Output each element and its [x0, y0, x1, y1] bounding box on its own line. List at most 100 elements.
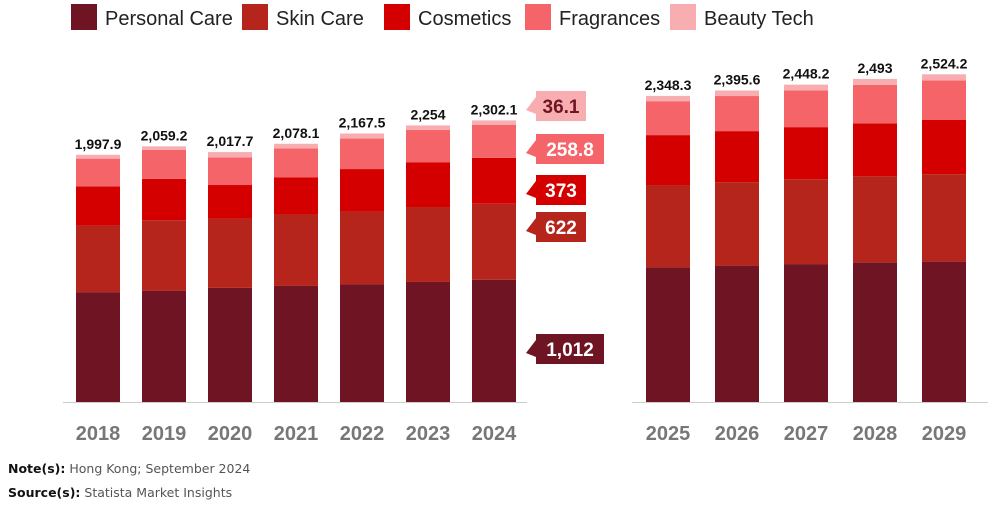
- legend-label-cosmetics: Cosmetics: [418, 8, 511, 30]
- bar-fragrances-2020: [208, 157, 252, 186]
- bar-personal-care-2029: [922, 261, 966, 402]
- note-text: Hong Kong; September 2024: [65, 461, 251, 476]
- bar-beauty-tech-2025: [646, 95, 690, 102]
- x-tick-2025: 2025: [646, 423, 691, 445]
- total-label-2028: 2,493: [857, 60, 892, 76]
- bar-cosmetics-2020: [208, 185, 252, 219]
- callout-box-personal-care: [526, 334, 604, 364]
- bar-cosmetics-2025: [646, 135, 690, 186]
- note: Note(s): Hong Kong; September 2024: [8, 461, 250, 476]
- x-tick-2028: 2028: [853, 423, 898, 445]
- bar-cosmetics-2019: [142, 178, 186, 221]
- bar-fragrances-2022: [340, 138, 384, 170]
- total-label-2023: 2,254: [410, 106, 445, 122]
- bar-personal-care-2021: [274, 285, 318, 402]
- legend-swatch-personal-care: [71, 4, 97, 30]
- bar-fragrances-2029: [922, 80, 966, 120]
- bar-fragrances-2021: [274, 148, 318, 178]
- total-label-2024: 2,302.1: [471, 101, 518, 117]
- callout-label-fragrances: 258.8: [546, 140, 594, 161]
- callout-label-beauty-tech: 36.1: [543, 97, 580, 118]
- bar-personal-care-2020: [208, 287, 252, 402]
- callout-box-fragrances: [526, 134, 604, 164]
- bar-beauty-tech-2018: [76, 154, 120, 159]
- bar-personal-care-2025: [646, 267, 690, 402]
- bar-cosmetics-2028: [853, 123, 897, 177]
- bar-personal-care-2022: [340, 284, 384, 402]
- callout-box-cosmetics: [526, 175, 586, 205]
- bar-beauty-tech-2022: [340, 133, 384, 139]
- bar-beauty-tech-2024: [472, 120, 516, 125]
- x-tick-2029: 2029: [922, 423, 967, 445]
- callout-label-personal-care: 1,012: [546, 340, 594, 361]
- bar-personal-care-2023: [406, 281, 450, 402]
- bar-fragrances-2023: [406, 130, 450, 163]
- bar-skin-care-2022: [340, 211, 384, 285]
- total-label-2019: 2,059.2: [141, 127, 188, 143]
- callout-box-skin-care: [526, 212, 586, 242]
- bar-personal-care-2018: [76, 292, 120, 402]
- bar-fragrances-2026: [715, 96, 759, 132]
- x-tick-2024: 2024: [472, 423, 517, 445]
- bar-personal-care-2019: [142, 290, 186, 402]
- bar-beauty-tech-2029: [922, 74, 966, 81]
- bar-fragrances-2019: [142, 149, 186, 179]
- total-label-2022: 2,167.5: [339, 115, 386, 131]
- bar-beauty-tech-2023: [406, 125, 450, 131]
- callout-label-skin-care: 622: [545, 218, 577, 239]
- x-tick-2019: 2019: [142, 423, 187, 445]
- source-label: Source(s):: [8, 485, 81, 500]
- bar-beauty-tech-2020: [208, 152, 252, 158]
- total-label-2027: 2,448.2: [783, 66, 830, 82]
- bar-beauty-tech-2028: [853, 78, 897, 85]
- bar-skin-care-2018: [76, 225, 120, 293]
- legend-swatch-beauty-tech: [670, 4, 696, 30]
- bar-cosmetics-2021: [274, 177, 318, 215]
- bar-beauty-tech-2026: [715, 90, 759, 97]
- bar-skin-care-2029: [922, 174, 966, 262]
- total-label-2026: 2,395.6: [714, 71, 761, 87]
- legend-swatch-skin-care: [242, 4, 268, 30]
- total-label-2018: 1,997.9: [75, 136, 122, 152]
- bar-cosmetics-2029: [922, 119, 966, 175]
- bar-beauty-tech-2027: [784, 84, 828, 91]
- bar-beauty-tech-2021: [274, 143, 318, 149]
- legend-label-fragrances: Fragrances: [559, 8, 660, 30]
- source-text: Statista Market Insights: [80, 485, 233, 500]
- bar-skin-care-2024: [472, 203, 516, 280]
- bar-skin-care-2023: [406, 207, 450, 282]
- bar-personal-care-2024: [472, 279, 516, 402]
- bar-cosmetics-2027: [784, 127, 828, 180]
- bar-personal-care-2027: [784, 264, 828, 402]
- legend-label-personal-care: Personal Care: [105, 8, 233, 30]
- bar-skin-care-2019: [142, 220, 186, 291]
- source: Source(s): Statista Market Insights: [8, 485, 232, 500]
- stacked-bar-chart: Personal Care Skin Care Cosmetics Fragrance…: [63, 4, 988, 445]
- x-tick-2020: 2020: [208, 423, 253, 445]
- bar-cosmetics-2022: [340, 169, 384, 212]
- callout-label-cosmetics: 373: [545, 181, 577, 202]
- bar-cosmetics-2023: [406, 162, 450, 208]
- total-label-2020: 2,017.7: [207, 133, 254, 149]
- bar-beauty-tech-2019: [142, 146, 186, 150]
- x-tick-2021: 2021: [274, 423, 319, 445]
- bar-skin-care-2021: [274, 214, 318, 286]
- bar-cosmetics-2018: [76, 186, 120, 226]
- bar-fragrances-2018: [76, 158, 120, 187]
- x-tick-2027: 2027: [784, 423, 829, 445]
- legend-label-skin-care: Skin Care: [276, 8, 364, 30]
- legend-swatch-cosmetics: [384, 4, 410, 30]
- legend-swatch-fragrances: [525, 4, 551, 30]
- bar-skin-care-2025: [646, 185, 690, 268]
- x-tick-2023: 2023: [406, 423, 451, 445]
- bar-fragrances-2028: [853, 84, 897, 124]
- legend-label-beauty-tech: Beauty Tech: [704, 8, 814, 30]
- bar-skin-care-2027: [784, 179, 828, 265]
- bar-cosmetics-2024: [472, 157, 516, 204]
- note-label: Note(s):: [8, 461, 66, 476]
- bar-skin-care-2028: [853, 176, 897, 263]
- bar-fragrances-2024: [472, 124, 516, 158]
- bar-fragrances-2025: [646, 101, 690, 136]
- total-label-2029: 2,524.2: [921, 55, 968, 71]
- bar-fragrances-2027: [784, 90, 828, 128]
